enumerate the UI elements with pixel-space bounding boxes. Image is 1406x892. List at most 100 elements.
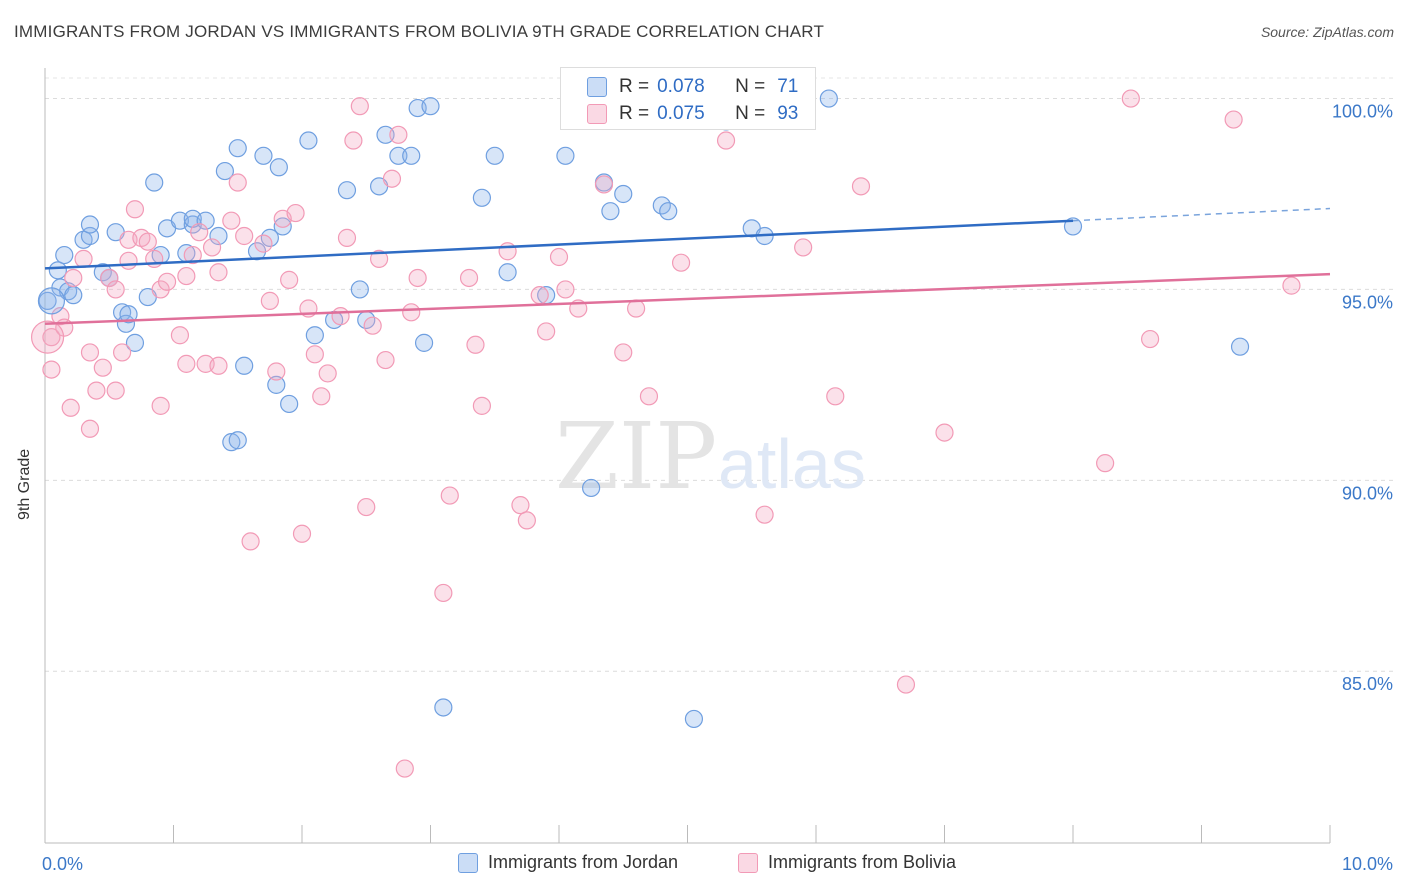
point-jordan xyxy=(1063,217,1083,236)
point-bolivia xyxy=(93,358,112,377)
point-bolivia xyxy=(312,387,331,406)
point-jordan xyxy=(215,161,234,181)
trend-line-bolivia xyxy=(44,272,1331,326)
point-bolivia xyxy=(434,583,453,603)
watermark-atlas: atlas xyxy=(718,425,866,503)
point-bolivia xyxy=(472,396,491,415)
point-jordan xyxy=(196,211,215,230)
point-jordan xyxy=(376,125,395,144)
point-bolivia xyxy=(511,496,530,515)
point-bolivia xyxy=(228,173,247,192)
trend-lines xyxy=(44,207,1331,326)
point-bolivia xyxy=(1282,276,1301,295)
point-bolivia xyxy=(395,759,414,778)
axes xyxy=(44,68,1331,844)
point-bolivia xyxy=(87,381,106,400)
point-jordan xyxy=(414,333,434,352)
point-bolivia xyxy=(794,238,813,257)
point-bolivia xyxy=(716,131,736,150)
point-bolivia xyxy=(209,356,228,375)
legend-n-jordan: 71 xyxy=(777,76,799,97)
point-jordan xyxy=(145,173,164,192)
point-bolivia xyxy=(64,268,83,288)
point-bolivia xyxy=(125,200,145,219)
point-bolivia xyxy=(671,253,691,272)
watermark: ZIP atlas xyxy=(555,403,866,510)
point-bolivia xyxy=(517,511,536,530)
point-bolivia xyxy=(157,272,177,291)
point-jordan xyxy=(337,181,357,200)
point-bolivia xyxy=(357,497,376,517)
point-bolivia xyxy=(755,505,774,524)
point-bolivia xyxy=(1224,110,1243,129)
series-legend: Immigrants from Jordan Immigrants from B… xyxy=(0,852,1406,880)
legend-row-bolivia: R = 0.075 N = 93 xyxy=(587,102,798,126)
point-bolivia xyxy=(376,350,395,370)
chart-title: IMMIGRANTS FROM JORDAN VS IMMIGRANTS FRO… xyxy=(14,22,825,41)
legend-swatch-bolivia xyxy=(587,104,607,124)
point-jordan xyxy=(37,287,66,315)
point-bolivia xyxy=(370,249,389,268)
point-jordan xyxy=(267,375,286,394)
point-bolivia xyxy=(292,524,312,543)
point-bolivia xyxy=(235,226,254,246)
legend-r-jordan: 0.078 xyxy=(657,76,705,97)
y-tick-label: 100.0% xyxy=(1332,102,1393,122)
point-bolivia xyxy=(177,266,196,286)
point-jordan xyxy=(472,188,491,207)
point-bolivia xyxy=(51,307,70,326)
point-bolivia xyxy=(61,398,80,417)
point-bolivia xyxy=(594,175,614,194)
point-bolivia xyxy=(851,177,871,196)
point-jordan xyxy=(48,261,67,280)
point-bolivia xyxy=(1140,329,1160,349)
point-jordan xyxy=(38,291,57,310)
point-jordan xyxy=(280,394,299,414)
legend-swatch-jordan xyxy=(587,77,607,97)
point-bolivia xyxy=(151,280,170,299)
point-bolivia xyxy=(440,486,459,505)
point-bolivia xyxy=(80,419,100,438)
point-bolivia xyxy=(402,303,421,322)
point-bolivia xyxy=(556,280,575,299)
point-bolivia xyxy=(42,360,61,379)
point-bolivia xyxy=(363,316,382,335)
point-jordan xyxy=(55,245,74,265)
point-bolivia xyxy=(498,242,517,261)
legend-r-label: R = xyxy=(619,76,650,97)
point-bolivia xyxy=(344,131,363,150)
point-bolivia xyxy=(183,245,202,265)
point-bolivia xyxy=(190,223,209,242)
point-bolivia xyxy=(170,326,190,345)
point-bolivia xyxy=(614,343,633,362)
point-bolivia xyxy=(30,320,65,354)
legend-label-jordan: Immigrants from Jordan xyxy=(488,852,679,872)
point-bolivia xyxy=(280,270,299,289)
point-jordan xyxy=(64,286,83,305)
point-bolivia xyxy=(337,228,357,247)
point-bolivia xyxy=(74,249,93,268)
legend-n-label: N = xyxy=(735,103,766,124)
point-jordan xyxy=(254,146,273,165)
point-bolivia xyxy=(151,396,170,415)
trend-line-jordan xyxy=(44,219,1074,270)
point-bolivia xyxy=(382,169,402,188)
point-bolivia xyxy=(530,286,549,305)
point-jordan xyxy=(582,478,601,498)
point-bolivia xyxy=(267,362,286,381)
point-bolivia xyxy=(209,263,228,282)
point-jordan xyxy=(228,431,247,450)
legend-item-jordan: Immigrants from Jordan xyxy=(458,852,678,873)
point-bolivia xyxy=(305,345,324,364)
point-bolivia xyxy=(318,364,337,383)
point-bolivia xyxy=(119,251,138,270)
trend-line-jordan-extension xyxy=(1072,207,1331,222)
point-jordan xyxy=(228,139,247,158)
source-label: Source: ZipAtlas.com xyxy=(1260,24,1394,40)
point-bolivia xyxy=(106,381,125,400)
watermark-zip: ZIP xyxy=(555,403,717,510)
point-jordan xyxy=(498,263,517,282)
legend-swatch-bolivia xyxy=(738,852,758,873)
point-bolivia xyxy=(254,234,273,253)
data-points xyxy=(30,89,1301,778)
